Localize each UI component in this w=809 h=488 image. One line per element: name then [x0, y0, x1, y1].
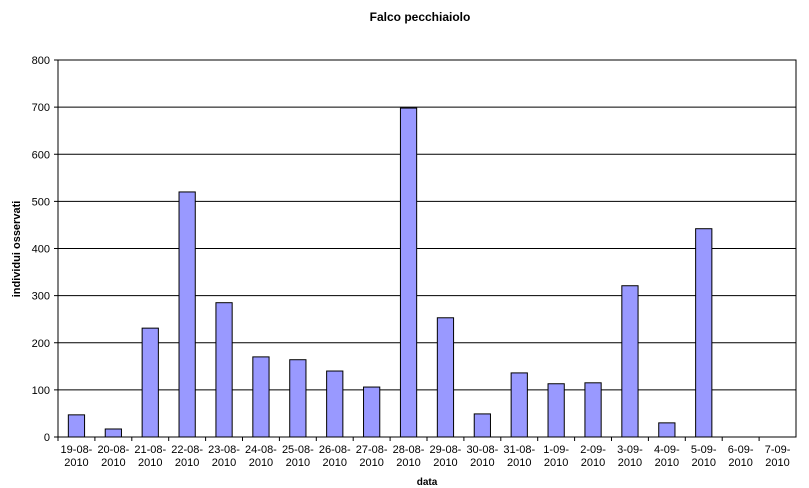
x-tick-label: 20-08-2010: [97, 444, 129, 469]
y-tick-label: 700: [32, 102, 50, 114]
bar: [215, 302, 233, 438]
bar: [695, 228, 713, 438]
bar: [178, 191, 196, 438]
bar: [436, 317, 455, 438]
x-tick-label: 30-08-2010: [466, 444, 498, 469]
x-tick-label: 19-08-2010: [61, 444, 93, 469]
y-tick-label: 600: [32, 149, 50, 161]
bar: [104, 428, 122, 438]
bar: [252, 356, 270, 438]
x-tick-label: 28-08-2010: [393, 444, 425, 469]
x-tick-label: 6-09-2010: [728, 444, 754, 469]
x-tick-label: 4-09-2010: [654, 444, 680, 469]
x-tick-label: 29-08-2010: [430, 444, 462, 469]
x-tick-label: 22-08-2010: [171, 444, 203, 469]
bar: [289, 359, 307, 438]
y-tick-label: 500: [32, 196, 50, 208]
y-tick-label: 0: [44, 432, 50, 444]
bar: [399, 107, 418, 438]
y-axis-label: individui osservati: [11, 201, 23, 298]
x-tick-label: 25-08-2010: [282, 444, 314, 469]
x-tick-label: 26-08-2010: [319, 444, 351, 469]
bar: [584, 382, 602, 438]
bar: [658, 422, 676, 438]
x-tick-label: 27-08-2010: [356, 444, 388, 469]
chart-title: Falco pecchiaiolo: [370, 10, 471, 24]
bar: [363, 386, 381, 438]
y-tick-label: 100: [32, 385, 50, 397]
x-tick-label: 3-09-2010: [617, 444, 643, 469]
bar: [473, 413, 491, 438]
x-tick-label: 24-08-2010: [245, 444, 277, 469]
bar: [141, 327, 159, 438]
y-tick-label: 800: [32, 55, 50, 67]
x-axis-label: data: [417, 477, 438, 488]
bar: [547, 383, 565, 438]
bar: [326, 370, 344, 438]
x-tick-label: 23-08-2010: [208, 444, 240, 469]
x-tick-label: 1-09-2010: [543, 444, 569, 469]
y-tick-label: 300: [32, 291, 50, 303]
bar: [67, 414, 86, 438]
y-tick-label: 400: [32, 244, 50, 256]
x-tick-label: 7-09-2010: [765, 444, 791, 469]
y-tick-label: 200: [32, 338, 50, 350]
bar: [510, 372, 528, 438]
x-tick-label: 31-08-2010: [503, 444, 535, 469]
x-tick-label: 2-09-2010: [580, 444, 606, 469]
x-tick-label: 5-09-2010: [691, 444, 717, 469]
bar: [621, 285, 639, 438]
x-tick-label: 21-08-2010: [134, 444, 166, 469]
